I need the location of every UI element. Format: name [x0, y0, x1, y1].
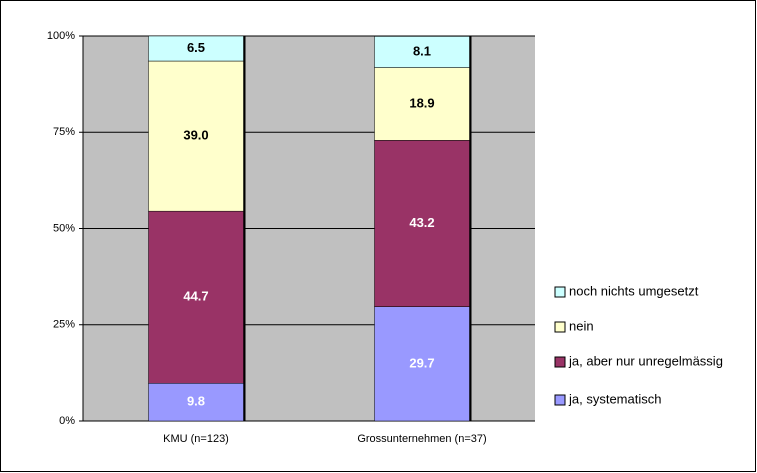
legend-swatch: [554, 321, 566, 333]
bar-segment: [148, 210, 244, 384]
legend-label: ja, systematisch: [568, 391, 661, 406]
y-tick-label: 25%: [53, 319, 75, 331]
value-label: 39.0: [183, 128, 208, 143]
bar-segment: [148, 35, 244, 62]
y-tick-label: 50%: [53, 222, 75, 234]
bar-segment: [148, 60, 244, 212]
bar-segment: [374, 36, 470, 68]
y-tick-label: 100%: [47, 30, 75, 42]
legend-swatch: [554, 394, 566, 406]
y-tick-label: 0%: [59, 415, 75, 427]
legend-swatch: [554, 356, 566, 368]
value-label: 29.7: [409, 355, 434, 370]
value-label: 6.5: [187, 40, 205, 55]
legend-swatch: [554, 286, 566, 298]
legend-label: noch nichts umgesetzt: [569, 283, 699, 298]
value-label: 9.8: [187, 394, 205, 409]
bar-segment: [374, 67, 470, 141]
x-tick-label: Grossunternehmen (n=37): [357, 433, 486, 445]
legend-label: nein: [569, 318, 594, 333]
value-label: 43.2: [409, 215, 434, 230]
legend-label: ja, aber nur unregelmässig: [568, 353, 723, 368]
value-label: 8.1: [413, 43, 431, 58]
y-tick-label: 75%: [53, 126, 75, 138]
x-tick-label: KMU (n=123): [163, 433, 229, 445]
value-label: 18.9: [409, 95, 434, 110]
value-label: 44.7: [183, 289, 208, 304]
bar-segment: [374, 306, 470, 422]
